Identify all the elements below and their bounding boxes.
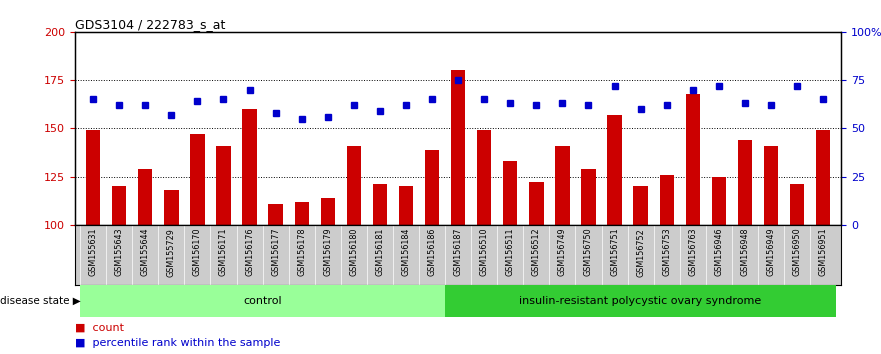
Text: GSM156179: GSM156179 <box>323 228 332 276</box>
Text: GSM156170: GSM156170 <box>193 228 202 276</box>
Text: GSM156180: GSM156180 <box>350 228 359 276</box>
Bar <box>633 186 648 225</box>
Text: GSM155729: GSM155729 <box>167 228 176 277</box>
Bar <box>425 149 440 225</box>
Text: GSM156512: GSM156512 <box>532 228 541 276</box>
Text: GSM156184: GSM156184 <box>402 228 411 276</box>
Text: GSM156176: GSM156176 <box>245 228 254 276</box>
Text: GSM156946: GSM156946 <box>714 228 723 276</box>
Bar <box>685 93 700 225</box>
Text: GSM156510: GSM156510 <box>479 228 489 276</box>
Bar <box>581 169 596 225</box>
Bar <box>242 109 256 225</box>
Bar <box>217 146 231 225</box>
Bar <box>555 146 570 225</box>
Bar <box>477 130 492 225</box>
Bar <box>764 146 778 225</box>
Bar <box>790 184 804 225</box>
Bar <box>112 186 126 225</box>
Text: GSM156950: GSM156950 <box>793 228 802 276</box>
Bar <box>321 198 335 225</box>
Text: GSM156948: GSM156948 <box>740 228 750 276</box>
Bar <box>451 70 465 225</box>
Text: GSM155644: GSM155644 <box>141 228 150 276</box>
Bar <box>737 140 752 225</box>
Text: GDS3104 / 222783_s_at: GDS3104 / 222783_s_at <box>75 18 226 31</box>
Bar <box>445 285 836 317</box>
Bar <box>373 184 387 225</box>
Bar <box>86 130 100 225</box>
Text: GSM156752: GSM156752 <box>636 228 645 276</box>
Text: GSM156186: GSM156186 <box>427 228 437 276</box>
Text: GSM156749: GSM156749 <box>558 228 566 276</box>
Text: GSM156751: GSM156751 <box>610 228 619 276</box>
Text: GSM156171: GSM156171 <box>219 228 228 276</box>
Bar <box>294 202 309 225</box>
Bar <box>816 130 830 225</box>
Bar <box>529 182 544 225</box>
Bar <box>399 186 413 225</box>
Text: GSM156951: GSM156951 <box>818 228 827 276</box>
Text: GSM156178: GSM156178 <box>297 228 307 276</box>
Text: control: control <box>243 296 282 306</box>
Bar <box>607 115 622 225</box>
Bar <box>138 169 152 225</box>
Text: disease state ▶: disease state ▶ <box>0 296 81 306</box>
Text: GSM156187: GSM156187 <box>454 228 463 276</box>
Bar <box>80 285 445 317</box>
Bar <box>190 134 204 225</box>
Bar <box>269 204 283 225</box>
Text: GSM155643: GSM155643 <box>115 228 123 276</box>
Text: GSM156949: GSM156949 <box>766 228 775 276</box>
Text: GSM156511: GSM156511 <box>506 228 515 276</box>
Bar <box>503 161 517 225</box>
Bar <box>712 177 726 225</box>
Text: insulin-resistant polycystic ovary syndrome: insulin-resistant polycystic ovary syndr… <box>520 296 762 306</box>
Bar <box>164 190 179 225</box>
Text: GSM155631: GSM155631 <box>89 228 98 276</box>
Bar <box>346 146 361 225</box>
Text: GSM156177: GSM156177 <box>271 228 280 276</box>
Bar <box>660 175 674 225</box>
Text: GSM156181: GSM156181 <box>375 228 384 276</box>
Text: GSM156763: GSM156763 <box>688 228 697 276</box>
Text: GSM156753: GSM156753 <box>663 228 671 276</box>
Text: GSM156750: GSM156750 <box>584 228 593 276</box>
Text: ■  percentile rank within the sample: ■ percentile rank within the sample <box>75 338 280 348</box>
Text: ■  count: ■ count <box>75 322 124 332</box>
